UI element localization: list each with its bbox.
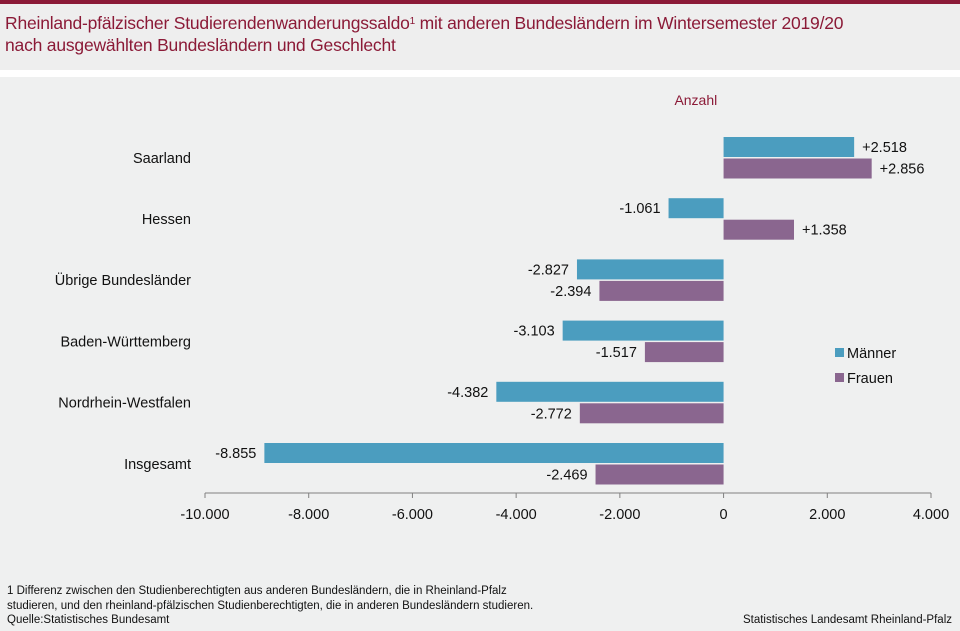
legend-swatch-frauen bbox=[835, 373, 844, 382]
data-label: -8.855 bbox=[215, 446, 256, 462]
footnote: 1 Differenz zwischen den Studienberechti… bbox=[7, 584, 533, 628]
category-label: Hessen bbox=[142, 212, 191, 228]
data-label: -2.827 bbox=[528, 262, 569, 278]
legend-swatch-maenner bbox=[835, 348, 844, 357]
footnote-marker: 1 bbox=[409, 16, 416, 27]
bar-chart: Anzahl Saarland +2.518 +2.856 Hessen -1.061 +1… bbox=[55, 92, 949, 523]
category-label: Insgesamt bbox=[124, 457, 191, 473]
bar-maenner bbox=[562, 320, 724, 341]
footnote-line-2: studieren, und den rheinland-pfälzischen… bbox=[7, 599, 534, 612]
header: Rheinland-pfälzischer Studierendenwander… bbox=[0, 4, 960, 70]
x-tick-label: -4.000 bbox=[496, 507, 537, 523]
brand-top-bar bbox=[0, 0, 960, 4]
data-label: +2.856 bbox=[880, 162, 925, 178]
x-tick-label: 2.000 bbox=[809, 507, 845, 523]
data-label: -2.772 bbox=[531, 406, 572, 422]
data-label: -2.469 bbox=[546, 468, 587, 484]
x-tick-label: -10.000 bbox=[180, 507, 229, 523]
bar-maenner bbox=[496, 381, 724, 402]
data-label: -1.517 bbox=[596, 345, 637, 361]
data-label: +1.358 bbox=[802, 223, 847, 239]
bar-frauen bbox=[595, 464, 724, 485]
data-label: +2.518 bbox=[862, 140, 907, 156]
title-line-1: Rheinland-pfälzischer Studierendenwander… bbox=[5, 13, 844, 33]
data-label: -1.061 bbox=[619, 201, 660, 217]
bar-frauen bbox=[723, 158, 872, 179]
bar-frauen bbox=[723, 219, 794, 240]
x-tick-label: -8.000 bbox=[288, 507, 329, 523]
unit-label: Anzahl bbox=[674, 92, 717, 108]
x-tick-label: 0 bbox=[720, 507, 728, 523]
chart-panel: Anzahl Saarland +2.518 +2.856 Hessen -1.061 +1… bbox=[0, 77, 960, 631]
bar-maenner bbox=[264, 443, 724, 463]
category-label: Nordrhein-Westfalen bbox=[58, 396, 191, 412]
bar-frauen bbox=[644, 342, 724, 363]
legend-label-frauen: Frauen bbox=[847, 371, 893, 387]
bar-frauen bbox=[599, 280, 724, 301]
legend-label-maenner: Männer bbox=[847, 346, 896, 362]
category-label: Baden-Württemberg bbox=[60, 334, 191, 350]
bar-maenner bbox=[576, 259, 724, 280]
data-label: -4.382 bbox=[447, 385, 488, 401]
x-tick-label: 4.000 bbox=[913, 507, 949, 523]
bar-maenner bbox=[723, 137, 855, 157]
category-label: Saarland bbox=[133, 151, 191, 167]
bar-frauen bbox=[579, 403, 724, 424]
x-tick-label: -6.000 bbox=[392, 507, 433, 523]
publisher-credit: Statistisches Landesamt Rheinland-Pfalz bbox=[742, 614, 952, 626]
category-label: Übrige Bundesländer bbox=[55, 271, 191, 289]
data-label: -2.394 bbox=[550, 284, 591, 300]
data-label: -3.103 bbox=[514, 324, 555, 340]
bar-maenner bbox=[668, 198, 724, 219]
x-tick-label: -2.000 bbox=[599, 507, 640, 523]
source-note: Quelle:Statistisches Bundesamt bbox=[7, 614, 170, 626]
chart-title: Rheinland-pfälzischer Studierendenwander… bbox=[5, 12, 955, 56]
footnote-line-1: 1 Differenz zwischen den Studienberechti… bbox=[7, 585, 507, 597]
title-line-2: nach ausgewählten Bundesländern und Gesc… bbox=[5, 35, 396, 55]
